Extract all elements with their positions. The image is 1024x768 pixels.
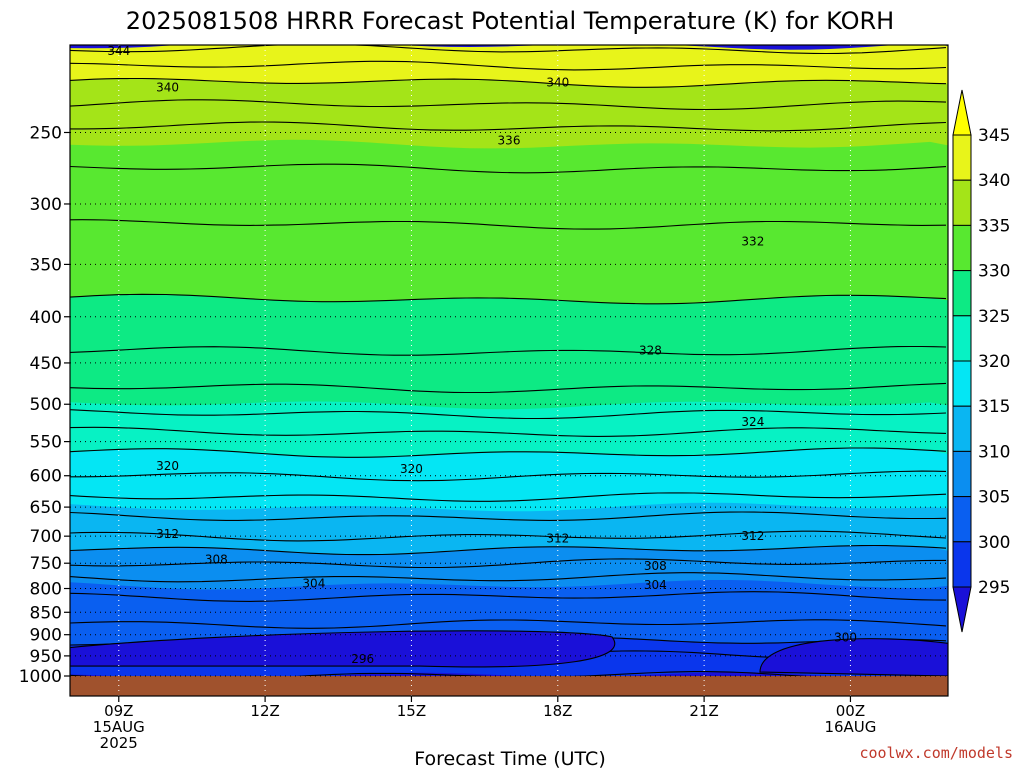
contour-332 (70, 219, 947, 230)
contour-314 (70, 511, 947, 521)
contour-label: 304 (302, 577, 325, 591)
y-tick-label: 250 (30, 123, 62, 143)
colorbar-segment (952, 450, 972, 498)
colorbar-tick-label: 310 (978, 442, 1010, 462)
colorbar-segment (952, 315, 972, 362)
contour-340 (70, 77, 947, 88)
x-tick-label: 15AUG (93, 718, 145, 736)
contour-326 (70, 382, 947, 394)
cold-pool-2 (759, 638, 948, 677)
x-tick-label: 09Z (104, 702, 133, 720)
colorbar-tick-label: 315 (978, 397, 1010, 417)
colorbar-tick-label: 320 (978, 352, 1010, 372)
contour-304 (70, 591, 947, 602)
contour-344 (70, 45, 947, 55)
contour-328 (70, 345, 947, 356)
contour-label: 320 (156, 459, 179, 473)
colorbar-tick-label: 345 (978, 126, 1010, 146)
contour-302 (70, 619, 947, 629)
colorbar: 345 340 335 330 325 320 315 310 305 300 295 (952, 89, 1010, 633)
chart-title: 2025081508 HRRR Forecast Potential Tempe… (126, 7, 894, 35)
colorbar-max-arrow (952, 89, 972, 136)
colorbar-segment (952, 496, 972, 543)
contour-label: 336 (498, 133, 521, 147)
ground (70, 676, 948, 696)
y-tick-label: 800 (30, 580, 62, 600)
y-tick-label: 300 (30, 195, 62, 215)
y-tick-label: 550 (30, 433, 62, 453)
contour-label: 332 (741, 234, 764, 248)
contour-336 (70, 121, 947, 132)
colorbar-segment (952, 224, 972, 272)
contour-322 (70, 426, 947, 437)
contour-label: 296 (351, 652, 374, 666)
y-tick-label: 600 (30, 467, 62, 487)
contour-324 (70, 409, 947, 420)
y-tick-label: 900 (30, 626, 62, 646)
colorbar-segment (952, 134, 972, 181)
colorbar-min-arrow (952, 586, 972, 633)
colorbar-tick-label: 305 (978, 488, 1010, 508)
cold-pool-1 (70, 630, 616, 668)
y-tick-label: 650 (30, 498, 62, 518)
contour-label: 308 (644, 559, 667, 573)
colorbar-segment (952, 179, 972, 226)
y-tick-label: 950 (30, 647, 62, 667)
credit-text[interactable]: coolwx.com/models (859, 744, 1013, 762)
x-axis-label: Forecast Time (UTC) (414, 748, 605, 768)
contour-label: 324 (741, 415, 764, 429)
x-tick-label: 00Z (836, 702, 865, 720)
x-tick-label: 18Z (543, 702, 572, 720)
colorbar-tick-label: 335 (978, 216, 1010, 236)
y-tick-label: 750 (30, 554, 62, 574)
colorbar-tick-label: 330 (978, 262, 1010, 282)
y-tick-label: 850 (30, 603, 62, 623)
plot-frame (69, 44, 949, 697)
x-tick-label: 12Z (250, 702, 279, 720)
y-tick-label: 350 (30, 255, 62, 275)
contour-338 (70, 99, 947, 111)
y-tick-label: 400 (30, 308, 62, 328)
contour-label: 312 (156, 527, 179, 541)
contour-316 (70, 492, 947, 502)
colorbar-segment (952, 360, 972, 407)
contour-label: 308 (205, 553, 228, 567)
contour-label: 300 (834, 631, 857, 645)
colorbar-tick-label: 340 (978, 171, 1010, 191)
contour-label: 328 (639, 344, 662, 358)
contour-label: 340 (546, 75, 569, 89)
x-tick-label: 21Z (689, 702, 718, 720)
contour-334 (70, 163, 947, 174)
contour-label: 312 (546, 531, 569, 545)
contour-label: 320 (400, 462, 423, 476)
y-tick-label: 1000 (19, 667, 62, 687)
contour-342 (70, 60, 947, 71)
colorbar-tick-label: 295 (978, 578, 1010, 598)
contour-310 (70, 544, 947, 556)
contour-320 (70, 447, 947, 458)
x-tick-label: 16AUG (824, 718, 876, 736)
contour-label: 344 (107, 44, 130, 58)
contour-label: 304 (644, 578, 667, 592)
colorbar-tick-label: 300 (978, 533, 1010, 553)
y-axis: 250 300 350 400 450 500 550 600 650 700 750 800 850 9… (19, 123, 70, 687)
colorbar-segment (952, 270, 972, 317)
plot-area: 344 340 340 336 332 328 324 320 320 312 312 312 308 3… (69, 44, 949, 697)
contour-306 (70, 572, 947, 583)
y-tick-label: 700 (30, 527, 62, 547)
x-tick-label: 15Z (397, 702, 426, 720)
y-tick-label: 500 (30, 395, 62, 415)
colorbar-segment (952, 541, 972, 588)
contour-label: 312 (741, 529, 764, 543)
x-tick-label: 2025 (100, 734, 138, 752)
contour-312 (70, 530, 947, 542)
colorbar-segment (952, 405, 972, 452)
colorbar-tick-label: 325 (978, 307, 1010, 327)
y-tick-label: 450 (30, 354, 62, 374)
contour-label: 340 (156, 81, 179, 95)
contour-330 (70, 293, 947, 305)
